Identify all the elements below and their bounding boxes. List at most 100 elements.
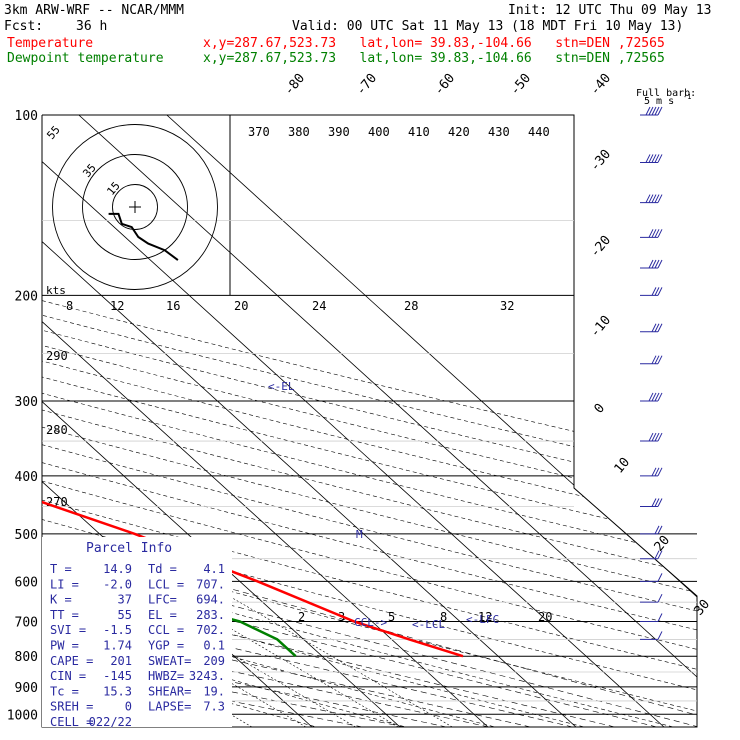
wind-barb-flag: [654, 259, 660, 269]
level-marker: <-LFC: [466, 613, 499, 626]
wind-barb-flag: [657, 106, 663, 116]
dry-adiabat: [42, 115, 697, 727]
wind-barb-flag: [657, 573, 663, 582]
isotherm-line: [42, 115, 577, 727]
parcel-info-title: Parcel Info: [86, 541, 172, 556]
parcel-value: -145: [103, 669, 132, 683]
wind-barb-flag: [657, 154, 663, 163]
parcel-value: 37: [118, 593, 132, 607]
parcel-value: -1.5: [103, 623, 132, 637]
wind-barb-flag: [657, 392, 663, 402]
parcel-value: 15.3: [103, 684, 132, 698]
isotherm-line: [42, 115, 665, 727]
isotherm-label: -10: [588, 313, 615, 341]
parcel-key: SWEAT=: [148, 654, 191, 668]
hodograph-speed-tick: 24: [312, 299, 326, 313]
isotherm-label: -70: [354, 71, 381, 99]
moist-adiabat: [42, 295, 531, 727]
hodograph-trace: [108, 212, 179, 261]
moist-adiabat: [42, 295, 657, 727]
forecast-label: Fcst:: [4, 19, 44, 34]
moist-adiabat: [42, 295, 615, 727]
hodograph-ring-label: 55: [44, 123, 62, 142]
pressure-label: 700: [15, 615, 38, 630]
isotherm-label: -60: [432, 71, 459, 99]
isotherm-label: -80: [282, 71, 309, 99]
mixing-ratio-label: 12: [478, 610, 492, 624]
wind-barb-flag: [654, 194, 660, 203]
hodograph-ring-label: 15: [104, 179, 122, 198]
wind-barb-flag: [654, 323, 660, 333]
wind-barb-flag: [651, 432, 657, 442]
mixing-ratio-line: [203, 581, 453, 727]
wind-barb-flag: [657, 593, 663, 603]
parcel-value: 0.1: [203, 639, 225, 653]
wind-barb-flag: [648, 392, 654, 402]
parcel-value: 707.: [196, 577, 225, 591]
wind-barb-flag: [651, 259, 657, 269]
wind-barb-flag: [654, 106, 660, 116]
wind-barb-flag: [651, 355, 657, 364]
model-title: 3km ARW-WRF -- NCAR/MMM: [4, 3, 185, 18]
dewpoint-profile: [42, 115, 297, 658]
temperature-profile: [42, 115, 464, 658]
hodograph-speed-tick: 8: [66, 299, 73, 313]
pressure-label: 400: [15, 470, 38, 485]
parcel-key: CELL =: [50, 715, 93, 729]
wind-barb-flag: [657, 613, 663, 622]
theta-label: 400: [368, 125, 390, 139]
parcel-value: 0: [125, 700, 132, 714]
wind-barb-flag: [651, 106, 657, 116]
parcel-key: Tc =: [50, 684, 79, 698]
parcel-value: -2.0: [103, 577, 132, 591]
pressure-label: 900: [15, 681, 38, 696]
wind-barb-flag: [654, 392, 660, 402]
wind-barb-flag: [654, 467, 660, 477]
barb-title: Full barb:: [636, 88, 696, 99]
parcel-value: 14.9: [103, 562, 132, 576]
wind-barb-flag: [651, 287, 657, 296]
wind-barb-flag: [657, 631, 663, 640]
wind-barb-flag: [651, 498, 657, 507]
parcel-key: Td =: [148, 562, 177, 576]
parcel-value: 694.: [196, 593, 225, 607]
parcel-value: 4.1: [203, 562, 225, 576]
temperature-location: x,y=287.67,523.73 lat,lon= 39.83,-104.66…: [203, 36, 665, 51]
parcel-info-box: Parcel Info T = 14.9 Td = 4.1 LI = -2.0 LCL = 7…: [42, 537, 232, 729]
wind-barb-flag: [657, 432, 663, 442]
wind-barb-flag: [648, 154, 654, 163]
isotherm-label: 30: [692, 597, 714, 619]
wind-barb-flag: [648, 194, 654, 203]
wind-barb-flag: [657, 259, 663, 269]
wind-barb-flag: [657, 550, 663, 559]
isotherm-line: [78, 115, 697, 727]
mixing-ratio-label: 2: [298, 610, 305, 624]
mixing-ratio-label: 8: [440, 610, 447, 624]
barb-units-exponent: -1: [683, 93, 691, 101]
pressure-label: 800: [15, 650, 38, 665]
parcel-key: YGP =: [148, 639, 184, 653]
sounding-profiles: [42, 115, 464, 658]
barb-legend: Full barb: 5 m s -1: [636, 88, 696, 107]
wind-barb-flag: [657, 525, 663, 535]
level-marker: M: [356, 528, 363, 541]
hodograph-units: kts: [46, 284, 66, 297]
parcel-value: 7.3: [203, 700, 225, 714]
level-marker: <-LCL: [412, 618, 445, 631]
parcel-value: 209: [203, 654, 225, 668]
parcel-key: T =: [50, 562, 72, 576]
isotherm-label: -30: [588, 147, 615, 175]
hodograph-ring: [52, 124, 218, 290]
wind-barb-flag: [657, 355, 663, 364]
parcel-value: 702.: [196, 623, 225, 637]
wind-barb-flag: [654, 432, 660, 442]
parcel-key: CIN =: [50, 669, 86, 683]
dewpoint-legend: Dewpoint temperature: [7, 51, 164, 66]
theta-label: 280: [46, 423, 68, 437]
level-markers: <-EL M CCL-> <-LCL <-LFC: [268, 380, 499, 631]
theta-label: 380: [288, 125, 310, 139]
isotherm-label: -40: [588, 71, 615, 99]
moist-adiabat: [42, 295, 697, 727]
isotherm-label: 10: [612, 455, 634, 477]
theta-label: 390: [328, 125, 350, 139]
